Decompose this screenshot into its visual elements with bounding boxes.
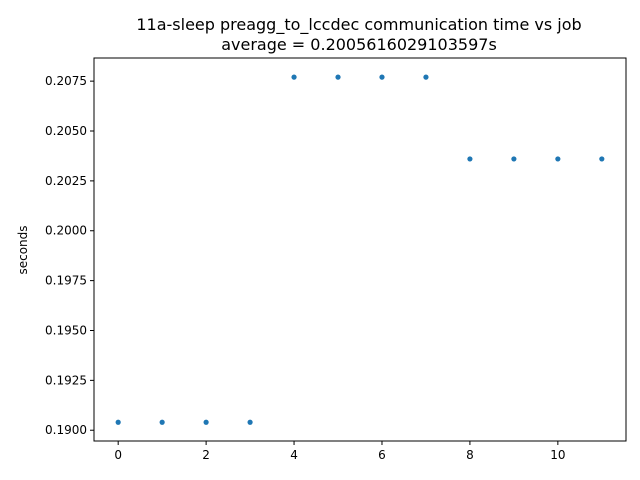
data-points [115, 74, 605, 425]
x-tick-label: 4 [290, 448, 298, 462]
data-point [335, 74, 341, 80]
y-tick-label: 0.1925 [45, 373, 87, 387]
y-tick-label: 0.2050 [45, 124, 87, 138]
x-tick-label: 0 [114, 448, 122, 462]
chart-title: 11a-sleep preagg_to_lccdec communication… [136, 15, 581, 35]
data-point [379, 74, 385, 80]
data-point [203, 419, 209, 425]
data-point [511, 156, 517, 162]
y-tick-label: 0.2075 [45, 74, 87, 88]
x-tick-label: 6 [378, 448, 386, 462]
x-tick-label: 10 [550, 448, 565, 462]
data-point [115, 419, 121, 425]
y-tick-label: 0.2000 [45, 224, 87, 238]
y-tick-label: 0.1950 [45, 323, 87, 337]
y-tick-label: 0.1900 [45, 423, 87, 437]
x-tick-label: 2 [202, 448, 210, 462]
data-point [291, 74, 297, 80]
data-point [423, 74, 429, 80]
axis-ticks: 0 2 4 6 8 10 0.1900 0.1925 0.1950 0.1975 0.2000 0.2… [45, 74, 565, 462]
chart-subtitle: average = 0.2005616029103597s [221, 35, 497, 54]
y-tick-label: 0.1975 [45, 274, 87, 288]
data-point [599, 156, 605, 162]
data-point [159, 419, 165, 425]
plot-frame [93, 57, 627, 442]
data-point [555, 156, 561, 162]
data-point [247, 419, 253, 425]
y-tick-label: 0.2025 [45, 174, 87, 188]
data-point [467, 156, 473, 162]
x-tick-label: 8 [466, 448, 474, 462]
y-axis-label: seconds [16, 225, 30, 274]
